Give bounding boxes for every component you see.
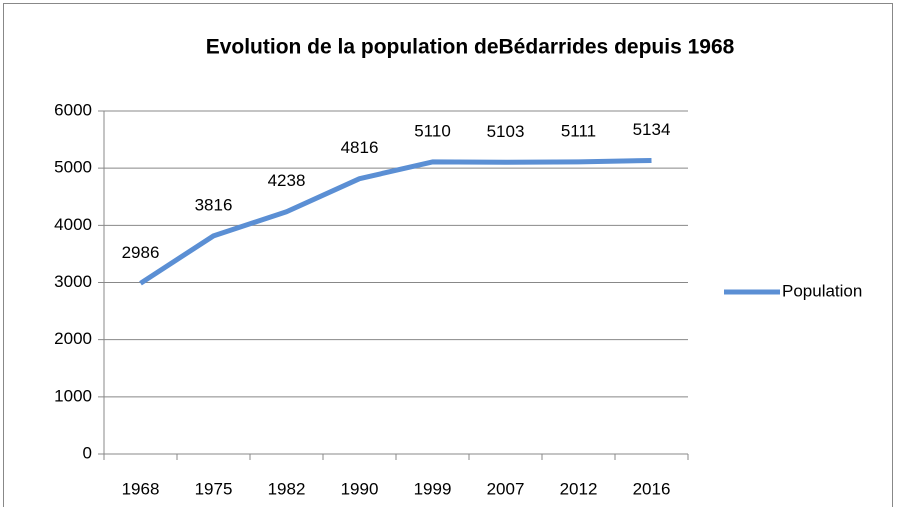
data-label: 4238	[268, 171, 306, 190]
chart-title: Evolution de la population deBédarrides …	[206, 36, 735, 59]
chart-border	[3, 3, 893, 507]
x-tick-label: 1975	[195, 479, 233, 498]
legend-label: Population	[782, 281, 862, 300]
data-label: 2986	[122, 243, 160, 262]
data-label: 3816	[195, 195, 233, 214]
x-tick-label: 1999	[414, 479, 452, 498]
data-label: 4816	[341, 138, 379, 157]
x-tick-label: 1990	[341, 479, 379, 498]
y-tick-label: 3000	[54, 272, 92, 291]
data-label: 5111	[561, 121, 596, 140]
y-tick-label: 5000	[54, 158, 92, 177]
line-series	[139, 158, 652, 286]
x-tick-label: 2012	[560, 479, 598, 498]
data-label: 5103	[487, 122, 525, 141]
y-tick-label: 4000	[54, 215, 92, 234]
x-tick-label: 2007	[487, 479, 525, 498]
x-tick-label: 2016	[633, 479, 671, 498]
y-tick-label: 0	[83, 443, 92, 462]
y-tick-label: 6000	[54, 100, 92, 119]
y-tick-label: 1000	[54, 386, 92, 405]
data-label: 5110	[414, 121, 451, 140]
y-tick-label: 2000	[54, 329, 92, 348]
data-label: 5134	[633, 120, 671, 139]
x-tick-label: 1968	[122, 479, 160, 498]
x-tick-label: 1982	[268, 479, 306, 498]
